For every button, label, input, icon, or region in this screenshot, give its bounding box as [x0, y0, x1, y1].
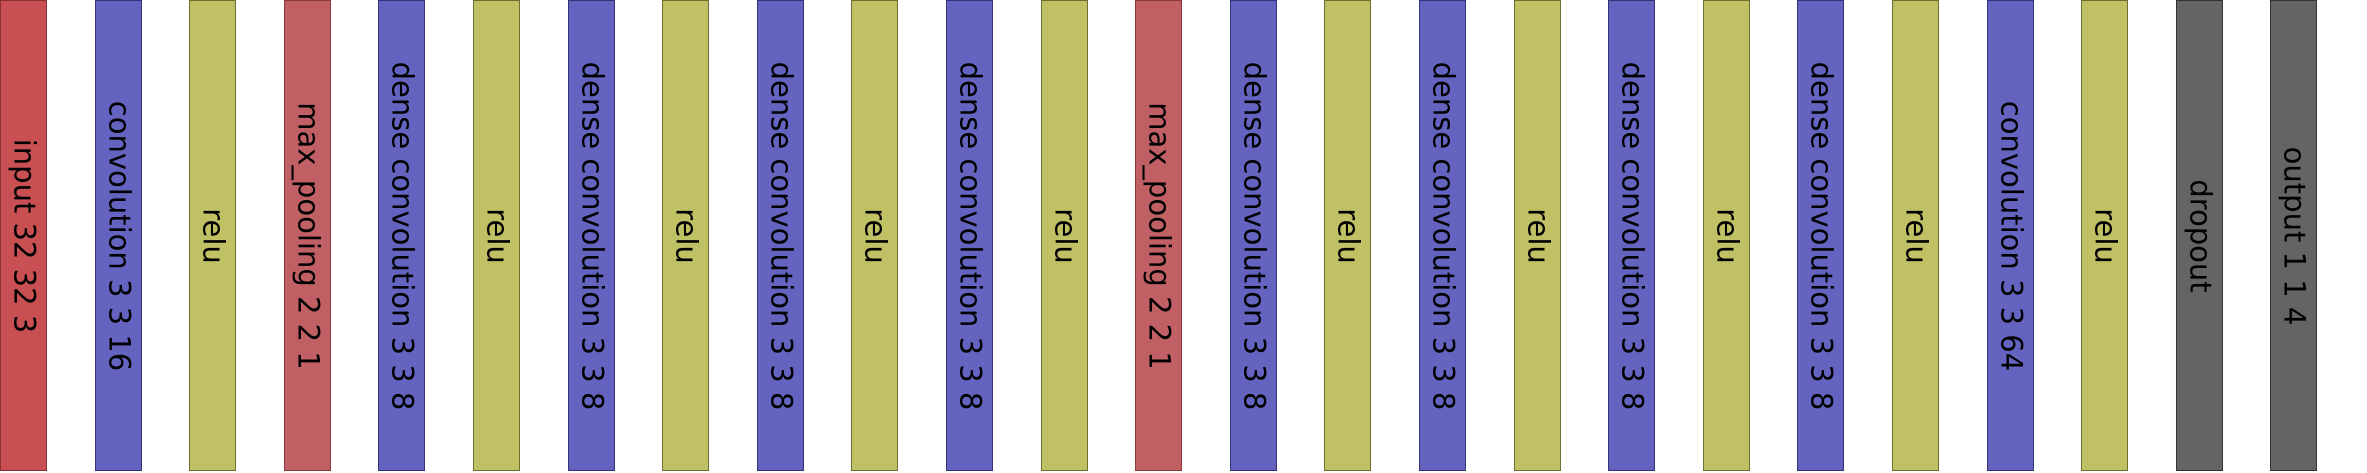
layer-conv-9: dense convolution 3 3 8 [757, 0, 804, 471]
layer-label: relu [669, 207, 703, 264]
layer-pool-4: max_pooling 2 2 1 [284, 0, 331, 471]
layer-relu-8: relu [662, 0, 709, 471]
layer-relu-21: relu [1892, 0, 1939, 471]
layer-conv-22: convolution 3 3 64 [1987, 0, 2034, 471]
layer-label: convolution 3 3 16 [102, 100, 136, 371]
layer-conv-5: dense convolution 3 3 8 [378, 0, 425, 471]
layer-relu-6: relu [473, 0, 520, 471]
layer-label: relu [1331, 207, 1365, 264]
layer-conv-2: convolution 3 3 16 [95, 0, 142, 471]
layer-conv-14: dense convolution 3 3 8 [1230, 0, 1277, 471]
layer-label: convolution 3 3 64 [1994, 100, 2028, 371]
layer-label: max_pooling 2 2 1 [1142, 101, 1176, 370]
layer-label: dense convolution 3 3 8 [1237, 61, 1271, 410]
layer-input-1: input 32 32 3 [0, 0, 47, 471]
layer-label: relu [1710, 207, 1744, 264]
layer-label: input 32 32 3 [7, 138, 41, 333]
layer-label: dense convolution 3 3 8 [1615, 61, 1649, 410]
layer-output-25: output 1 1 4 [2270, 0, 2317, 471]
layer-conv-11: dense convolution 3 3 8 [946, 0, 993, 471]
layer-label: dense convolution 3 3 8 [1804, 61, 1838, 410]
layer-label: output 1 1 4 [2277, 146, 2311, 325]
layer-relu-19: relu [1703, 0, 1750, 471]
layer-relu-10: relu [851, 0, 898, 471]
layer-label: dropout [2183, 178, 2217, 293]
layer-conv-20: dense convolution 3 3 8 [1797, 0, 1844, 471]
layer-label: dense convolution 3 3 8 [385, 61, 419, 410]
layer-dropout-24: dropout [2176, 0, 2223, 471]
layer-conv-16: dense convolution 3 3 8 [1419, 0, 1466, 471]
layer-conv-18: dense convolution 3 3 8 [1608, 0, 1655, 471]
layer-label: max_pooling 2 2 1 [291, 101, 325, 370]
layer-label: dense convolution 3 3 8 [764, 61, 798, 410]
layer-relu-3: relu [189, 0, 236, 471]
layer-relu-12: relu [1041, 0, 1088, 471]
layer-label: relu [858, 207, 892, 264]
layer-label: relu [2088, 207, 2122, 264]
layer-relu-15: relu [1324, 0, 1371, 471]
layer-label: dense convolution 3 3 8 [1426, 61, 1460, 410]
layer-label: relu [196, 207, 230, 264]
layer-label: relu [1899, 207, 1933, 264]
layer-label: relu [480, 207, 514, 264]
layer-label: dense convolution 3 3 8 [953, 61, 987, 410]
layer-relu-23: relu [2081, 0, 2128, 471]
layer-relu-17: relu [1514, 0, 1561, 471]
layer-conv-7: dense convolution 3 3 8 [568, 0, 615, 471]
layer-label: relu [1521, 207, 1555, 264]
layer-label: relu [1048, 207, 1082, 264]
layer-pool-13: max_pooling 2 2 1 [1135, 0, 1182, 471]
layer-label: dense convolution 3 3 8 [575, 61, 609, 410]
